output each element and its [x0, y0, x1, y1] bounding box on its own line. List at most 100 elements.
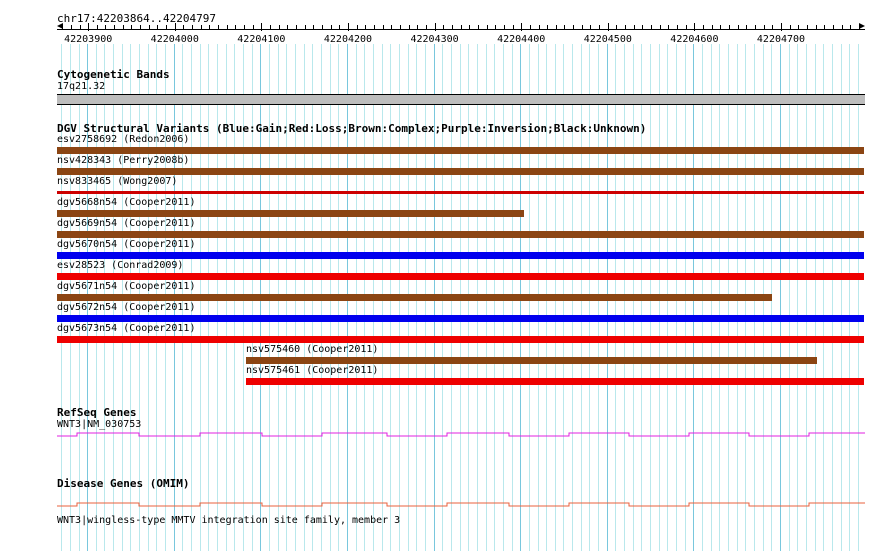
axis-tick: [391, 25, 393, 30]
axis-tick: [633, 25, 635, 30]
axis-tick: [88, 23, 90, 31]
axis-tick: [70, 25, 72, 30]
axis-tick: [642, 25, 644, 30]
axis-tick: [313, 25, 315, 30]
omim-gene-model[interactable]: [57, 496, 865, 510]
grid-line: [788, 44, 790, 551]
dgv-variant-bar[interactable]: [57, 168, 864, 175]
dgv-variant-bar[interactable]: [57, 336, 864, 343]
grid-line: [814, 44, 816, 551]
refseq-gene-polyline: [57, 432, 865, 437]
axis-tick: [365, 25, 367, 30]
axis-tick: [590, 25, 592, 30]
axis-tick: [789, 25, 791, 30]
axis-tick: [677, 25, 679, 30]
grid-line: [857, 44, 859, 551]
axis-tick: [192, 25, 194, 30]
axis-tick: [96, 25, 98, 30]
axis-tick: [218, 25, 220, 30]
axis-tick: [616, 25, 618, 30]
coordinate-ruler[interactable]: chr17:42203864..42204797 42203900 4220400…: [0, 0, 890, 46]
axis-tick-label: 42204400: [497, 34, 546, 45]
axis-tick: [434, 23, 436, 31]
axis-tick: [832, 25, 834, 30]
dgv-variant-label: dgv5668n54 (Cooper2011): [57, 197, 196, 208]
dgv-variant-bar[interactable]: [57, 294, 772, 301]
dgv-variant-label: dgv5670n54 (Cooper2011): [57, 239, 196, 250]
axis-tick: [200, 25, 202, 30]
axis-tick: [780, 23, 782, 31]
cytogenetic-bands-title: Cytogenetic Bands: [57, 68, 170, 81]
axis-tick: [521, 23, 523, 31]
axis-tick: [460, 25, 462, 30]
axis-tick: [737, 25, 739, 30]
dgv-variant-bar[interactable]: [57, 191, 864, 194]
axis-tick: [815, 25, 817, 30]
axis-tick: [408, 25, 410, 30]
arrow-left-icon: [57, 23, 63, 29]
dgv-variant-label: dgv5671n54 (Cooper2011): [57, 281, 196, 292]
axis-tick: [651, 25, 653, 30]
axis-tick: [157, 25, 159, 30]
axis-tick: [322, 25, 323, 30]
axis-tick: [486, 25, 488, 30]
axis-tick: [798, 25, 800, 30]
cytoband-bar[interactable]: [57, 94, 865, 105]
axis-tick: [547, 25, 549, 30]
axis-tick-label: 42204700: [756, 34, 806, 45]
axis-tick-label: 42204500: [583, 34, 632, 45]
dgv-variant-bar[interactable]: [246, 357, 817, 364]
axis-tick: [252, 25, 254, 30]
axis-tick: [330, 25, 332, 30]
omim-gene-polyline: [57, 502, 865, 507]
axis-tick: [114, 25, 116, 30]
omim-gene-label: WNT3|wingless-type MMTV integration site…: [57, 515, 401, 526]
axis-tick: [443, 25, 445, 30]
axis-tick: [270, 25, 272, 30]
axis-tick: [512, 25, 514, 30]
axis-tick: [858, 25, 860, 30]
grid-line: [779, 44, 781, 551]
axis-tick: [373, 25, 375, 30]
refseq-gene-label: WNT3|NM_030753: [57, 419, 142, 430]
axis-tick: [824, 25, 826, 30]
axis-tick: [382, 25, 384, 30]
dgv-variant-bar[interactable]: [57, 210, 524, 217]
axis-tick: [668, 25, 670, 30]
dgv-variant-label: nsv575461 (Cooper2011): [246, 365, 379, 376]
dgv-variant-label: dgv5673n54 (Cooper2011): [57, 323, 196, 334]
dgv-variant-bar[interactable]: [57, 315, 864, 322]
axis-tick: [226, 25, 228, 30]
axis-tick: [425, 25, 427, 30]
axis-tick: [581, 25, 583, 30]
axis-tick: [296, 25, 298, 30]
axis-tick: [347, 23, 349, 31]
axis-tick: [555, 25, 557, 30]
axis-tick: [573, 25, 575, 30]
axis-tick: [711, 25, 713, 30]
locus-coordinates-label: chr17:42203864..42204797: [57, 12, 216, 25]
axis-tick: [244, 25, 246, 30]
dgv-variant-bar[interactable]: [246, 378, 864, 385]
axis-tick: [417, 25, 419, 30]
axis-tick: [131, 25, 133, 30]
dgv-variant-bar[interactable]: [57, 252, 864, 259]
axis-tick: [703, 25, 705, 30]
axis-tick: [625, 25, 627, 30]
axis-tick: [356, 25, 358, 30]
refseq-gene-model[interactable]: [57, 426, 865, 440]
arrow-right-icon: [859, 23, 865, 29]
grid-line: [805, 44, 807, 551]
axis-tick: [287, 25, 289, 30]
axis-tick-label: 42204300: [410, 34, 459, 45]
axis-tick-label: 42203900: [64, 34, 113, 45]
axis-tick: [850, 25, 852, 30]
axis-tick: [79, 25, 81, 30]
axis-tick: [477, 25, 479, 30]
axis-tick: [304, 25, 306, 30]
dgv-variant-bar[interactable]: [57, 231, 864, 238]
axis-tick: [469, 25, 471, 30]
dgv-variant-bar[interactable]: [57, 147, 864, 154]
dgv-variant-bar[interactable]: [57, 273, 864, 280]
